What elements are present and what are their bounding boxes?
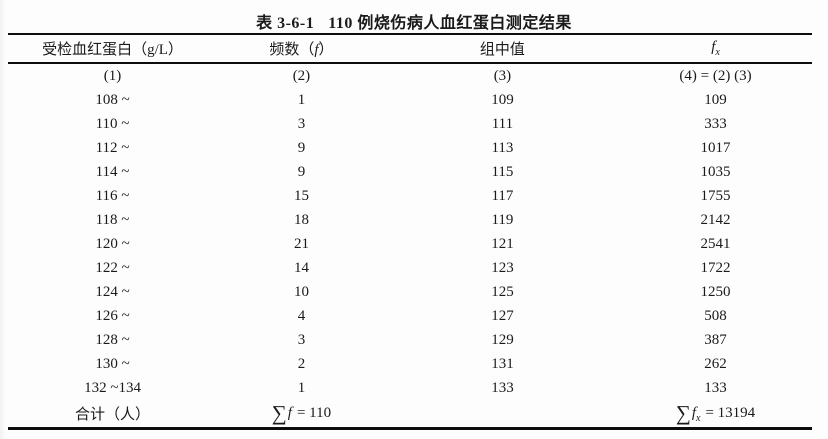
cell: 108 ~ <box>95 91 130 108</box>
table-row: 108 ~ 1 109 109 <box>8 88 812 112</box>
column-numbering-row: (1) (2) (3) (4) = (2) (3) <box>8 63 812 88</box>
cell: 4 <box>297 307 306 324</box>
table-row: 126 ~ 4 127 508 <box>8 304 812 328</box>
cell: 387 <box>704 331 727 348</box>
cell: 110 ~ <box>95 115 130 132</box>
cell: 119 <box>491 211 514 228</box>
col-header-fx: fx <box>619 34 812 64</box>
hemoglobin-frequency-table: 受检血红蛋白（g/L） 频数（f） 组中值 fx (1) (2) (3) (4)… <box>8 33 812 430</box>
cell: 15 <box>293 187 309 204</box>
table-title: 表 3-6-1 110 例烧伤病人血红蛋白测定结果 <box>0 9 828 33</box>
cell: 1017 <box>700 139 731 156</box>
cell: 1 <box>297 91 306 108</box>
cell: 2 <box>297 355 306 372</box>
cell: 113 <box>491 139 514 156</box>
table-row: 122 ~ 14 123 1722 <box>8 256 812 280</box>
table-body: (1) (2) (3) (4) = (2) (3) 108 ~1 109 109 11… <box>8 63 812 428</box>
cell: 125 <box>491 283 514 300</box>
sum-fx-cell: ∑fx = 13194 <box>675 400 756 425</box>
cell: 3 <box>297 331 306 348</box>
cell: 1035 <box>700 163 731 180</box>
cell: 131 <box>491 355 514 372</box>
cell: 132 ~134 <box>84 379 141 396</box>
cell: 14 <box>293 259 309 276</box>
cell: 122 ~ <box>95 259 130 276</box>
cell: 333 <box>704 115 727 132</box>
table-row: 128 ~ 3 129 387 <box>8 328 812 352</box>
col-header-hemoglobin: 受检血红蛋白（g/L） <box>8 34 218 64</box>
cell: 121 <box>491 235 514 252</box>
table-row: 116 ~ 15 117 1755 <box>8 184 812 208</box>
cell: 120 ~ <box>95 235 130 252</box>
cell: 133 <box>704 379 727 396</box>
total-row: 合计（人） ∑f = 110 ∑fx = 13194 <box>8 400 812 428</box>
cell: 114 ~ <box>95 163 130 180</box>
cell: 1755 <box>700 187 731 204</box>
cell: 1 <box>297 379 306 396</box>
table-row: 130 ~ 2 131 262 <box>8 352 812 376</box>
cell: 126 ~ <box>95 307 130 324</box>
cell: 21 <box>293 235 309 252</box>
sigma-icon: ∑ <box>271 400 287 425</box>
cell: 109 <box>704 91 727 108</box>
cell: 111 <box>491 115 514 132</box>
table-number: 表 3-6-1 <box>256 15 315 32</box>
cell: 115 <box>491 163 514 180</box>
col-header-class-midpoint: 组中值 <box>385 34 620 64</box>
cell: 128 ~ <box>95 331 130 348</box>
cell: 124 ~ <box>95 283 130 300</box>
total-label: 合计（人） <box>75 406 151 423</box>
cell: 129 <box>491 331 514 348</box>
empty-cell <box>386 400 619 428</box>
cell: 3 <box>297 115 306 132</box>
table-row: 110 ~ 3 111 333 <box>8 112 812 136</box>
cell: 130 ~ <box>95 355 130 372</box>
cell: 109 <box>491 91 514 108</box>
cell: (3) <box>493 67 512 84</box>
table-row: 112 ~ 9 113 1017 <box>8 136 812 160</box>
table-row: 124 ~ 10 125 1250 <box>8 280 812 304</box>
cell: 508 <box>704 307 727 324</box>
cell: 9 <box>297 139 306 156</box>
table-title-text: 110 例烧伤病人血红蛋白测定结果 <box>328 15 572 32</box>
cell: 18 <box>293 211 309 228</box>
cell: 1250 <box>700 283 731 300</box>
col-header-frequency: 频数（f） <box>217 34 386 64</box>
cell: 262 <box>704 355 727 372</box>
frequency-variable: f <box>314 42 319 58</box>
table-row: 120 ~ 21 121 2541 <box>8 232 812 256</box>
sigma-icon: ∑ <box>675 400 691 425</box>
table-row: 118 ~ 18 119 2142 <box>8 208 812 232</box>
cell: (4) = (2) (3) <box>679 67 752 84</box>
cell: (1) <box>103 67 122 84</box>
table-row: 114 ~ 9 115 1035 <box>8 160 812 184</box>
cell: 9 <box>297 163 306 180</box>
table-row: 132 ~134 1 133 133 <box>8 376 812 400</box>
cell: 133 <box>491 379 514 396</box>
cell: 2541 <box>700 235 731 252</box>
header-row: 受检血红蛋白（g/L） 频数（f） 组中值 fx <box>8 34 812 64</box>
cell: 116 ~ <box>95 187 130 204</box>
cell: 118 ~ <box>95 211 130 228</box>
cell: 127 <box>491 307 514 324</box>
cell: 112 ~ <box>95 139 130 156</box>
cell: (2) <box>292 67 311 84</box>
cell: 123 <box>491 259 514 276</box>
cell: 2142 <box>700 211 731 228</box>
sum-frequency-cell: ∑f = 110 <box>271 400 332 425</box>
cell: 10 <box>293 283 309 300</box>
cell: 1722 <box>700 259 731 276</box>
cell: 117 <box>491 187 514 204</box>
